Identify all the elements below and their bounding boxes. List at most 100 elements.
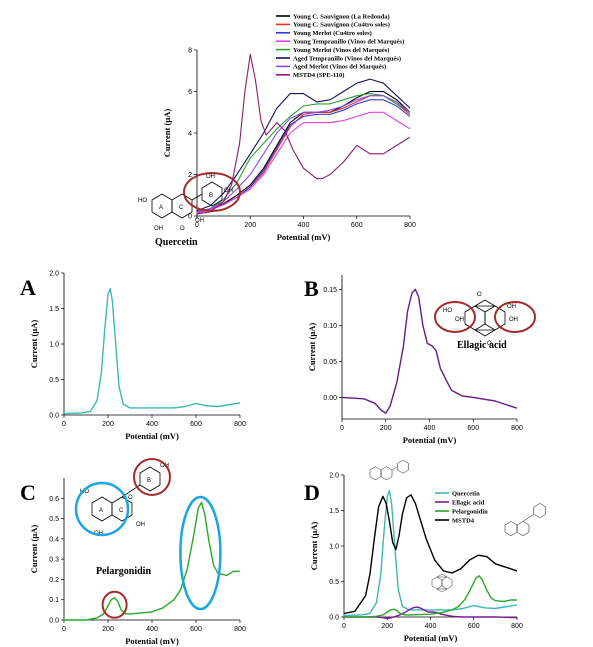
svg-text:OH: OH	[507, 304, 516, 310]
y-axis-title: Current (µA)	[29, 320, 39, 369]
legend-entry: MSTD4 (SPE-110)	[293, 72, 344, 79]
x-tick-label: 400	[425, 623, 437, 630]
ring-label-b: B	[147, 478, 151, 484]
ring-label-c: C	[119, 508, 124, 514]
ring-label-a: A	[99, 508, 103, 514]
panel-a-chart: 0 200 400 600 800 0.0 0.5 1.0 1.5 2.0 Potential (m…	[20, 271, 246, 442]
x-tick-label: 800	[511, 425, 523, 432]
series-line-8	[196, 53, 411, 215]
series-line-7	[196, 95, 411, 213]
svg-text:OH: OH	[455, 317, 464, 323]
x-tick-label: 200	[102, 626, 114, 633]
y-tick-label: 0.05	[323, 359, 337, 366]
x-tick-label: 600	[190, 626, 202, 633]
svg-text:OH: OH	[206, 174, 215, 180]
molecule-label-pelargonidin: Pelargonidin	[96, 566, 151, 577]
svg-text:HO: HO	[80, 489, 89, 495]
x-tick-label: 400	[298, 222, 310, 229]
y-axis-title: Current (µA)	[162, 109, 172, 158]
svg-text:O: O	[180, 226, 185, 232]
legend-entry: Aged Tempranillo (Vinos del Marqués)	[293, 55, 401, 62]
y-tick-label: 1.5	[329, 508, 339, 515]
series-line-1	[63, 287, 241, 415]
series-line-1	[343, 489, 518, 617]
y-tick-label: 2	[188, 172, 192, 179]
x-axis-title: Potential (mV)	[125, 636, 179, 646]
x-tick-label: 800	[234, 626, 246, 633]
x-axis-title: Potential (mV)	[125, 431, 179, 441]
legend-entry: Young Tempranillo (Vinos del Marqués)	[293, 39, 404, 46]
svg-text:O: O	[477, 292, 482, 298]
y-tick-label: 0.15	[323, 287, 337, 294]
svg-text:HO: HO	[443, 308, 452, 314]
y-tick-label: 0.0	[329, 615, 339, 622]
legend-entry: MSTD4	[452, 517, 475, 524]
y-tick-label: 0	[188, 214, 192, 221]
legend-entry: Aged Merlot (Vinos del Marqués)	[293, 64, 386, 71]
x-tick-label: 400	[146, 421, 158, 428]
x-tick-label: 600	[190, 421, 202, 428]
svg-text:OH: OH	[136, 522, 145, 528]
svg-text:A: A	[159, 205, 163, 211]
y-tick-label: 1.0	[49, 342, 59, 349]
pelargonidin-mini-structure-icon	[504, 503, 547, 537]
x-tick-label: 0	[195, 222, 199, 229]
y-tick-label: 0.0	[49, 618, 59, 625]
y-tick-label: 2.0	[49, 271, 59, 278]
y-tick-label: 0.10	[323, 323, 337, 330]
y-tick-label: 8	[188, 48, 192, 55]
series-line-1	[64, 501, 240, 621]
y-tick-label: 0.00	[323, 395, 337, 402]
x-tick-label: 800	[404, 222, 416, 229]
x-tick-label: 400	[424, 425, 436, 432]
peak-highlight-circle	[101, 590, 128, 619]
y-tick-label: 2.0	[329, 473, 339, 480]
svg-text:C: C	[179, 205, 184, 211]
panel-c-chart: 0 200 400 600 800 0.0 0.1 0.2 0.3 0.4 0.5 0.6 Potent…	[20, 478, 246, 646]
x-tick-label: 200	[102, 421, 114, 428]
y-axis-title: Current (µA)	[29, 525, 39, 574]
svg-text:OH: OH	[160, 463, 169, 469]
molecule-label-quercetin: Quercetin	[155, 237, 198, 248]
svg-text:OH: OH	[154, 226, 163, 232]
y-tick-label: 1.0	[329, 544, 339, 551]
x-axis-title: Potential (mV)	[277, 232, 331, 242]
panel-letter: B	[304, 276, 319, 301]
series-line-4	[343, 494, 518, 615]
y-tick-label: 0.1	[49, 597, 59, 604]
legend-entry: Young C. Sauvignon (La Redonda)	[293, 13, 390, 20]
x-tick-label: 800	[511, 623, 523, 630]
x-axis-title: Potential (mV)	[403, 435, 457, 445]
svg-text:B: B	[209, 193, 213, 199]
y-axis-title: Current (µA)	[309, 522, 319, 571]
svg-text:O: O	[128, 495, 133, 501]
panel-letter: D	[304, 480, 320, 505]
y-tick-label: 1.5	[49, 306, 59, 313]
x-tick-label: 200	[244, 222, 256, 229]
ellagic-acid-structure-icon: O O OH HO OH OH	[434, 292, 536, 347]
x-tick-label: 200	[381, 623, 393, 630]
x-tick-label: 600	[351, 222, 363, 229]
quercetin-mini-structure-icon	[369, 459, 409, 481]
y-tick-label: 0.4	[49, 536, 59, 543]
ellagic-acid-mini-structure-icon	[431, 573, 453, 593]
svg-text:O: O	[487, 341, 492, 347]
svg-text:HO: HO	[138, 198, 147, 204]
svg-text:OH: OH	[224, 188, 233, 194]
series-line-5	[196, 93, 411, 213]
x-tick-label: 0	[340, 425, 344, 432]
pelargonidin-structure-icon: A C B HO OH OH OH O	[74, 458, 171, 537]
legend-entry: Pelargonidin	[452, 508, 488, 515]
quercetin-structure-icon: A C B HO OH O OH OH OH	[138, 172, 241, 232]
legend-entry: Ellagic acid	[452, 499, 485, 506]
x-tick-label: 600	[468, 623, 480, 630]
legend-entry: Young Merlot (Cu4tro soles)	[293, 30, 372, 37]
y-tick-label: 0.5	[329, 579, 339, 586]
y-tick-label: 0.2	[49, 577, 59, 584]
series-line-1	[341, 288, 518, 414]
top-chart: 0 200 400 600 800 0 2 4 6 8 Potential (mV) Current …	[162, 13, 416, 242]
peak-highlight-ellipse	[179, 495, 222, 611]
y-tick-label: 0.6	[49, 496, 59, 503]
x-tick-label: 200	[380, 425, 392, 432]
